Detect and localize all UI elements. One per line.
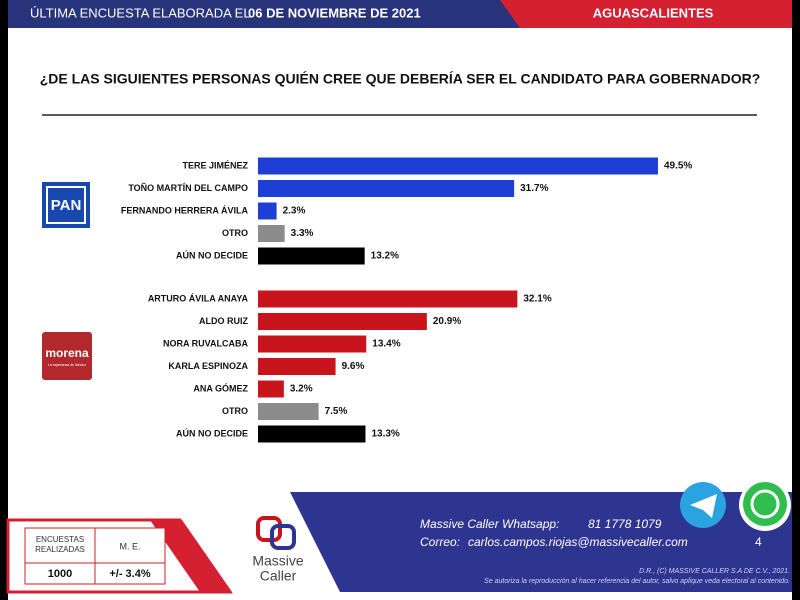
bar (258, 335, 367, 353)
value-label: 31.7% (520, 183, 548, 194)
morena-tagline: La esperanza de México (48, 363, 86, 367)
value-label: 32.1% (523, 294, 551, 305)
brand-icon (270, 524, 296, 550)
value-label: 20.9% (433, 316, 461, 327)
bar (258, 157, 658, 175)
footer-blue (290, 492, 792, 592)
morena-logo-text: morena (45, 346, 89, 360)
value-label: 2.3% (283, 206, 306, 217)
footer-stripe (150, 520, 232, 592)
bar (258, 425, 366, 443)
category-label: ANA GÓMEZ (193, 382, 248, 393)
category-label: AÚN NO DECIDE (176, 427, 248, 438)
brand-name: Caller (260, 568, 297, 584)
category-label: NORA RUVALCABA (163, 338, 248, 348)
value-label: 7.5% (325, 406, 348, 417)
morena-logo (42, 332, 92, 380)
header-region: AGUASCALIENTES (593, 5, 714, 20)
bar (258, 380, 284, 398)
table-value: +/- 3.4% (109, 568, 150, 580)
header-date: 06 DE NOVIEMBRE DE 2021 (248, 5, 421, 20)
bar (258, 290, 518, 308)
bar (258, 313, 427, 330)
value-label: 13.2% (371, 251, 399, 262)
category-label: ARTURO ÁVILA ANAYA (148, 293, 249, 303)
value-label: 49.5% (664, 161, 692, 172)
bar (258, 225, 285, 242)
brand-name: Massive (252, 553, 304, 569)
category-label: FERNANDO HERRERA ÁVILA (121, 205, 249, 215)
value-label: 13.3% (371, 429, 399, 440)
category-label: OTRO (222, 228, 248, 238)
whatsapp-icon (743, 482, 787, 526)
bar (258, 403, 319, 420)
question: ¿DE LAS SIGUIENTES PERSONAS QUIÉN CREE Q… (40, 71, 761, 87)
table-header: ENCUESTAS REALIZADAS (35, 535, 85, 554)
value-label: 9.6% (342, 361, 365, 372)
category-label: TOÑO MARTÍN DEL CAMPO (128, 183, 248, 193)
whatsapp-glyph (750, 489, 780, 519)
category-label: KARLA ESPINOZA (168, 361, 248, 371)
email-label: Correo: (420, 535, 460, 549)
pan-logo-text: PAN (51, 197, 82, 214)
bar (258, 358, 336, 375)
telegram-glyph (690, 494, 717, 518)
whatsapp-number: 81 1778 1079 (588, 517, 662, 531)
table-value: 1000 (48, 568, 72, 580)
copyright: D.R., (C) MASSIVE CALLER S.A DE C.V., 20… (639, 568, 790, 575)
category-label: ALDO RUIZ (199, 316, 248, 326)
value-label: 13.4% (372, 339, 400, 350)
header-prefix: ÚLTIMA ENCUESTA ELABORADA EL (30, 5, 251, 20)
whatsapp-label: Massive Caller Whatsapp: (420, 517, 559, 531)
value-label: 3.3% (291, 228, 314, 239)
value-label: 3.2% (290, 384, 313, 395)
bar (258, 247, 365, 265)
table-header: M. E. (119, 541, 140, 551)
bar (258, 180, 515, 197)
category-label: AÚN NO DECIDE (176, 249, 248, 260)
page-number: 4 (755, 535, 762, 549)
pan-logo-core (48, 188, 84, 222)
category-label: OTRO (222, 406, 248, 416)
header-region-band (500, 0, 792, 28)
bar (258, 202, 277, 220)
category-label: TERE JIMÉNEZ (182, 160, 248, 170)
notice: Se autoriza la reproducción al hacer ref… (484, 578, 790, 585)
email: carlos.campos.riojas@massivecaller.com (468, 535, 688, 549)
brand-icon (256, 516, 282, 542)
